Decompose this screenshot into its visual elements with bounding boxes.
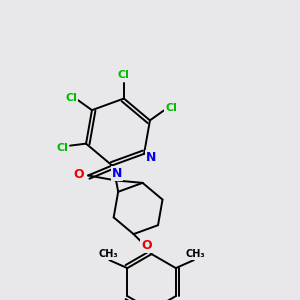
- Text: O: O: [141, 238, 152, 252]
- Text: O: O: [74, 168, 84, 181]
- Text: Cl: Cl: [165, 103, 177, 113]
- Text: N: N: [112, 167, 122, 180]
- Text: CH₃: CH₃: [98, 249, 118, 259]
- Text: Cl: Cl: [65, 93, 77, 103]
- Text: Cl: Cl: [118, 70, 130, 80]
- Text: Cl: Cl: [56, 142, 68, 153]
- Text: CH₃: CH₃: [185, 249, 205, 259]
- Text: N: N: [146, 152, 156, 164]
